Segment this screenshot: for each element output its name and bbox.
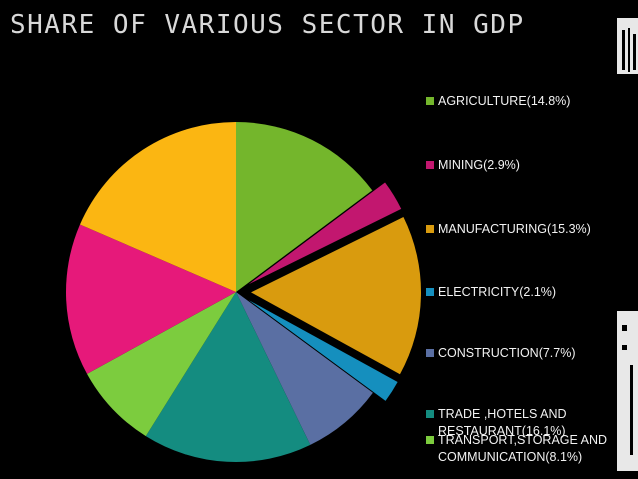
pie-slice-transport-storage-and-communication-6: [87, 292, 236, 437]
legend-label: AGRICULTURE(14.8%): [438, 94, 571, 108]
pie-slice-trade-hotels-and-restaurant-5: [145, 292, 311, 462]
pie-slice-electricity-3: [248, 300, 398, 401]
slide-title: SHARE OF VARIOUS SECTOR IN GDP: [10, 10, 525, 40]
legend-swatch: [426, 410, 434, 418]
legend-swatch: [426, 436, 434, 444]
legend-swatch: [426, 161, 434, 169]
legend-item-agriculture: AGRICULTURE(14.8%): [426, 93, 638, 110]
slide-corner-decoration: [617, 18, 638, 74]
legend-swatch: [426, 97, 434, 105]
legend-item-mining: MINING(2.9%): [426, 157, 638, 174]
slide-side-decoration: [617, 311, 638, 471]
legend-item-transport: TRANSPORT,STORAGE AND COMMUNICATION(8.1%…: [426, 432, 638, 466]
legend-label: CONSTRUCTION(7.7%): [438, 346, 576, 360]
legend-swatch: [426, 288, 434, 296]
legend-label: MINING(2.9%): [438, 158, 520, 172]
legend-label: TRADE ,HOTELS AND RESTAURANT(16.1%): [438, 407, 567, 438]
legend-swatch: [426, 225, 434, 233]
legend-swatch: [426, 349, 434, 357]
legend-item-construction: CONSTRUCTION(7.7%): [426, 345, 638, 362]
pie-slice-agriculture-0: [236, 122, 373, 292]
pie-slice-manufacturing-2: [250, 217, 421, 375]
pie-slice-mining-1: [248, 182, 402, 285]
legend-label: MANUFACTURING(15.3%): [438, 222, 591, 236]
legend-label: ELECTRICITY(2.1%): [438, 285, 557, 299]
pie-slice-sector-7: [66, 224, 236, 374]
pie-slice-construction-4: [236, 292, 373, 445]
legend-label: TRANSPORT,STORAGE AND COMMUNICATION(8.1%…: [438, 433, 608, 464]
legend-item-electricity: ELECTRICITY(2.1%): [426, 284, 638, 301]
pie-slice-sector-8: [79, 122, 236, 292]
legend-item-manufacturing: MANUFACTURING(15.3%): [426, 221, 638, 238]
legend-item-trade: TRADE ,HOTELS AND RESTAURANT(16.1%): [426, 406, 638, 440]
